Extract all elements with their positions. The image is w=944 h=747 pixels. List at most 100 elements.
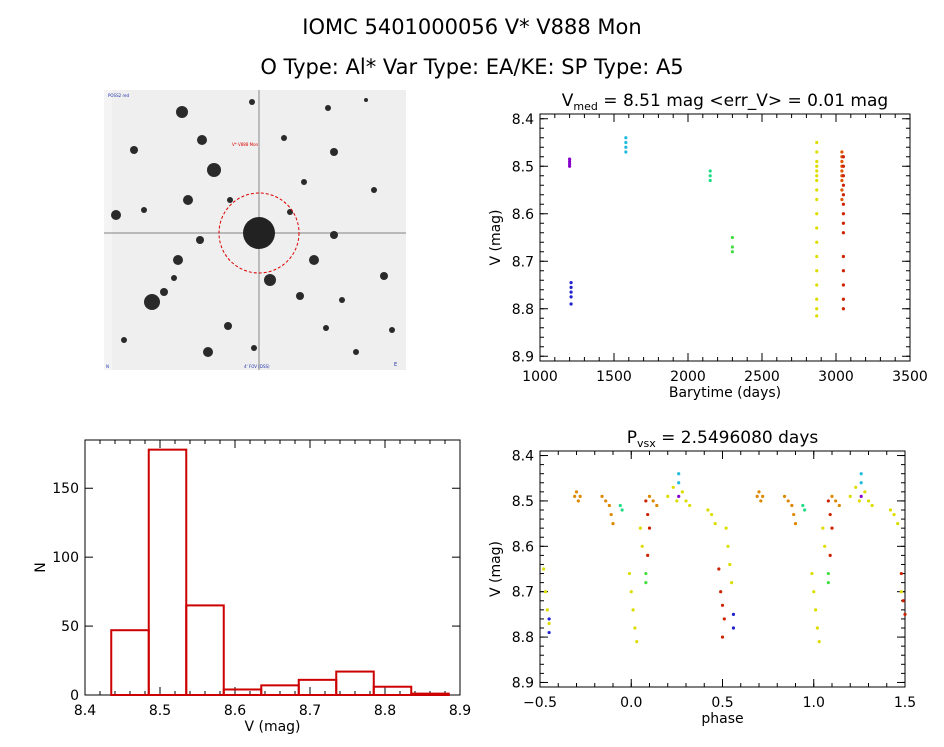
data-point — [635, 640, 639, 644]
data-point — [815, 283, 819, 287]
data-point — [731, 626, 736, 630]
data-point — [568, 159, 572, 164]
data-point — [899, 590, 903, 594]
data-point — [573, 494, 577, 498]
field-star — [227, 197, 233, 203]
field-star — [141, 207, 147, 213]
data-point — [730, 245, 734, 249]
data-point — [600, 494, 604, 498]
x-tick-label: 0.0 — [620, 695, 642, 711]
field-star — [281, 135, 287, 141]
field-star — [330, 231, 338, 239]
data-point — [543, 590, 548, 594]
data-point — [709, 512, 714, 517]
data-point — [624, 140, 628, 145]
field-star — [173, 255, 183, 265]
data-point — [720, 603, 725, 607]
field-star — [323, 325, 329, 331]
field-star — [224, 322, 232, 330]
data-point — [828, 553, 832, 557]
field-star — [380, 272, 388, 280]
y-tick-label: 8.4 — [512, 449, 534, 465]
field-star — [249, 99, 255, 105]
data-point — [801, 503, 805, 508]
data-point — [896, 522, 900, 526]
field-star — [353, 349, 359, 355]
data-point — [542, 567, 546, 571]
data-point — [640, 544, 644, 548]
data-point — [810, 571, 814, 576]
thumbnail-label-bottom-left: N — [106, 364, 109, 369]
target-circle — [218, 192, 300, 274]
x-axis-label: Barytime (days) — [669, 385, 781, 401]
plot-frame — [539, 450, 906, 688]
data-point — [624, 150, 628, 154]
histogram-bar — [372, 685, 413, 697]
data-point — [569, 290, 573, 294]
x-tick-label: 1500 — [596, 369, 632, 385]
sky-image-thumbnail: POSS2 red V* V888 Mon N 4' FOV (DSS) E — [104, 90, 406, 370]
data-point — [815, 297, 819, 301]
thumbnail-label-top-left: POSS2 red — [108, 93, 129, 98]
data-point — [624, 136, 628, 140]
field-star — [330, 148, 338, 156]
data-point — [731, 612, 736, 616]
x-tick-label: 1000 — [522, 369, 558, 385]
data-point — [666, 494, 670, 498]
data-point — [837, 503, 841, 508]
data-point — [815, 240, 819, 244]
phase-folded-chart: −0.5 0.0 0.5 1.0 1.5 8.4 8.5 8.6 8.7 8.8 8.9 phase V… — [488, 428, 916, 727]
data-point — [675, 499, 679, 503]
data-point — [647, 526, 652, 530]
x-tick-label: 8.8 — [374, 703, 396, 719]
y-tick-label: 8.9 — [512, 675, 534, 691]
data-point — [870, 503, 874, 508]
data-point — [728, 562, 732, 567]
page-title: IOMC 5401000056 V* V888 Mon — [302, 15, 642, 39]
data-point — [547, 621, 551, 626]
data-point — [812, 590, 816, 594]
data-point — [677, 481, 681, 485]
light-curve-chart: 1000 1500 2000 2500 3000 3500 8.4 8.5 8.6 8.7 8.8 8… — [488, 91, 928, 401]
data-point — [859, 472, 863, 476]
object-types-subtitle: O Type: Al* Var Type: EA/KE: SP Type: A5 — [260, 55, 684, 79]
data-point — [841, 164, 845, 168]
plot-frame — [539, 113, 911, 362]
y-tick-label: 8.5 — [512, 494, 534, 510]
data-point — [848, 494, 852, 498]
field-star — [111, 210, 121, 220]
y-axis-label: V (mag) — [488, 209, 504, 265]
data-point — [841, 221, 845, 225]
data-point — [859, 494, 863, 498]
thumbnail-label-target: V* V888 Mon — [232, 142, 259, 147]
data-point — [840, 159, 844, 164]
data-point — [786, 499, 790, 503]
data-point — [730, 235, 734, 240]
x-tick-label: 8.4 — [74, 703, 96, 719]
y-tick-label: 8.7 — [512, 585, 534, 601]
data-point — [651, 499, 655, 503]
data-point — [854, 485, 858, 489]
y-tick-label: 8.8 — [512, 302, 534, 318]
data-point — [706, 508, 710, 512]
data-point — [547, 630, 551, 635]
field-star — [197, 135, 207, 145]
data-point — [841, 307, 845, 311]
x-tick-label: 8.6 — [224, 703, 246, 719]
field-star — [301, 179, 307, 185]
data-point — [813, 608, 818, 612]
field-star — [171, 275, 177, 281]
data-point — [841, 202, 845, 206]
data-point — [841, 174, 845, 178]
data-point — [815, 178, 819, 183]
field-star — [203, 347, 213, 357]
data-point — [611, 522, 615, 526]
field-star — [371, 187, 377, 193]
x-tick-label: 2000 — [670, 369, 706, 385]
y-tick-label: 8.4 — [512, 112, 534, 128]
data-point — [817, 640, 821, 644]
data-point — [730, 250, 734, 254]
y-axis-label: V (mag) — [488, 541, 504, 597]
data-point — [638, 526, 642, 530]
data-point — [713, 522, 717, 526]
